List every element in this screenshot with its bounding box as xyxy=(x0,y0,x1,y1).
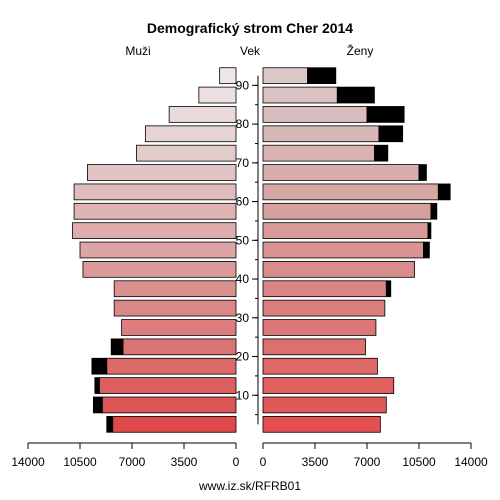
bar-male-25-29 xyxy=(121,319,237,336)
footer-source: www.iz.sk/RFRB01 xyxy=(198,479,301,493)
bar-female-0-4 xyxy=(262,415,381,433)
bar-female-80-84 xyxy=(262,106,368,123)
age-tick-label: 40 xyxy=(236,272,250,286)
bar-male-45-49 xyxy=(79,241,237,259)
bar-male-40-44 xyxy=(82,261,237,278)
bar-male-10-14 xyxy=(98,377,237,394)
bar-male-30-34 xyxy=(113,299,237,317)
bar-female-85-89 xyxy=(262,86,338,104)
bar-male-15-19 xyxy=(106,357,237,375)
x-tick-label-right: 3500 xyxy=(302,455,329,469)
x-tick-label-right: 14000 xyxy=(454,455,488,469)
bar-female-excess-55-59 xyxy=(430,202,438,220)
x-tick-label-left: 10500 xyxy=(63,455,97,469)
bars-layer xyxy=(72,67,451,433)
x-tick-label-left: 14000 xyxy=(11,455,45,469)
bar-female-excess-60-64 xyxy=(437,183,451,201)
bar-female-45-49 xyxy=(262,241,424,259)
age-tick-label: 50 xyxy=(236,233,250,247)
bar-male-75-79 xyxy=(144,125,237,143)
bar-male-5-9 xyxy=(101,396,237,414)
x-tick-label-left: 7000 xyxy=(119,455,146,469)
bar-male-85-89 xyxy=(198,86,237,104)
bar-female-60-64 xyxy=(262,183,439,201)
age-tick-label: 70 xyxy=(236,156,250,170)
bar-female-90+ xyxy=(262,67,308,85)
bar-female-70-74 xyxy=(262,144,375,162)
x-tick-label-right: 0 xyxy=(260,455,267,469)
female-label: Ženy xyxy=(347,43,374,58)
bar-male-excess-5-9 xyxy=(92,396,103,414)
bar-female-55-59 xyxy=(262,202,432,220)
x-tick-label-right: 7000 xyxy=(354,455,381,469)
bar-female-excess-35-39 xyxy=(385,280,392,298)
male-label: Muži xyxy=(125,44,150,58)
age-tick-label: 10 xyxy=(236,388,250,402)
age-tick-label: 20 xyxy=(236,350,250,364)
bar-male-90+ xyxy=(219,67,237,85)
age-axis-label: Vek xyxy=(240,44,261,58)
age-tick-label: 30 xyxy=(236,311,250,325)
bar-male-60-64 xyxy=(73,183,237,201)
bar-male-65-69 xyxy=(87,164,237,181)
bar-male-20-24 xyxy=(122,338,237,356)
bar-male-0-4 xyxy=(112,415,237,433)
bar-female-40-44 xyxy=(262,261,415,278)
bar-male-excess-20-24 xyxy=(110,338,124,356)
bar-female-50-54 xyxy=(262,222,429,239)
axis-layer: 14000 10500 7000 3500 0 0 3500 7000 10500 14000 10… xyxy=(11,75,488,469)
bar-male-50-54 xyxy=(72,222,237,239)
bar-female-excess-45-49 xyxy=(423,241,430,259)
bar-female-excess-85-89 xyxy=(336,86,375,104)
bar-male-55-59 xyxy=(73,202,237,220)
bar-female-excess-65-69 xyxy=(418,164,427,181)
bar-female-35-39 xyxy=(262,280,387,298)
bar-female-30-34 xyxy=(262,299,386,317)
bar-male-excess-10-14 xyxy=(94,377,100,394)
bar-female-excess-50-54 xyxy=(427,222,432,239)
bar-female-75-79 xyxy=(262,125,380,143)
age-tick-label: 80 xyxy=(236,117,250,131)
bar-female-excess-80-84 xyxy=(366,106,405,123)
chart-title: Demografický strom Cher 2014 xyxy=(147,20,353,36)
x-tick-label-right: 10500 xyxy=(402,455,436,469)
bar-male-70-74 xyxy=(136,144,237,162)
bar-female-25-29 xyxy=(262,319,377,336)
bar-male-excess-0-4 xyxy=(106,415,114,433)
bar-female-5-9 xyxy=(262,396,387,414)
age-tick-label: 90 xyxy=(236,78,250,92)
bar-male-80-84 xyxy=(168,106,237,123)
x-tick-label-left: 3500 xyxy=(171,455,198,469)
bar-male-35-39 xyxy=(113,280,237,298)
bar-male-excess-15-19 xyxy=(91,357,108,375)
bar-female-20-24 xyxy=(262,338,366,356)
bar-female-65-69 xyxy=(262,164,420,181)
bar-female-10-14 xyxy=(262,377,395,394)
x-tick-label-left: 0 xyxy=(233,455,240,469)
bar-female-excess-70-74 xyxy=(374,144,389,162)
bar-female-excess-75-79 xyxy=(378,125,404,143)
bar-female-excess-90+ xyxy=(307,67,337,85)
bar-female-15-19 xyxy=(262,357,378,375)
age-tick-label: 60 xyxy=(236,195,250,209)
